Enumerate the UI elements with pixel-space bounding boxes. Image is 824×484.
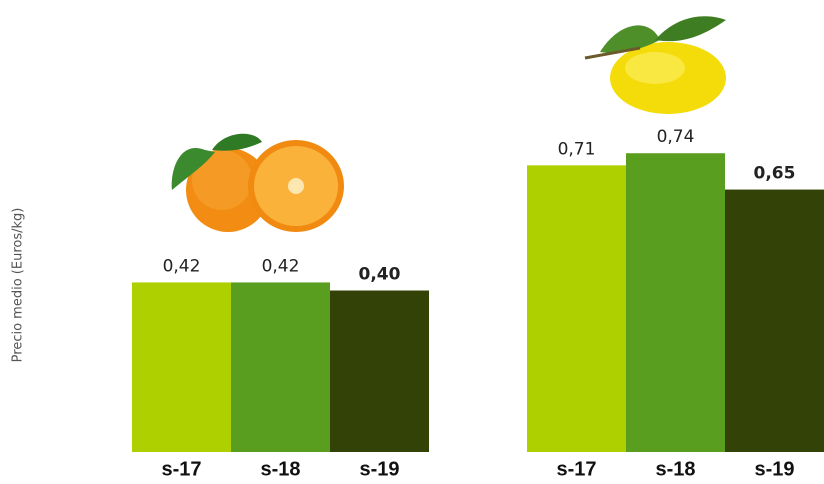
x-tick-label: s-17	[161, 458, 201, 480]
lemon-image	[584, 16, 726, 114]
bar	[725, 189, 824, 452]
x-tick-label: s-17	[556, 458, 596, 480]
bar	[626, 153, 725, 452]
value-label: 0,42	[163, 256, 201, 276]
x-tick-label: s-18	[260, 458, 300, 480]
orange-image	[171, 133, 344, 232]
value-label: 0,40	[359, 265, 401, 285]
value-label: 0,71	[558, 139, 596, 159]
bar	[527, 165, 626, 452]
bar	[231, 282, 330, 452]
value-label: 0,42	[262, 256, 300, 276]
x-tick-label: s-18	[655, 458, 695, 480]
bar	[132, 282, 231, 452]
x-tick-label: s-19	[359, 458, 399, 480]
value-label: 0,65	[754, 164, 796, 184]
x-tick-label: s-19	[754, 458, 794, 480]
y-axis-label: Precio medio (Euros/kg)	[11, 208, 26, 363]
value-label: 0,74	[657, 127, 695, 147]
bar	[330, 290, 429, 452]
